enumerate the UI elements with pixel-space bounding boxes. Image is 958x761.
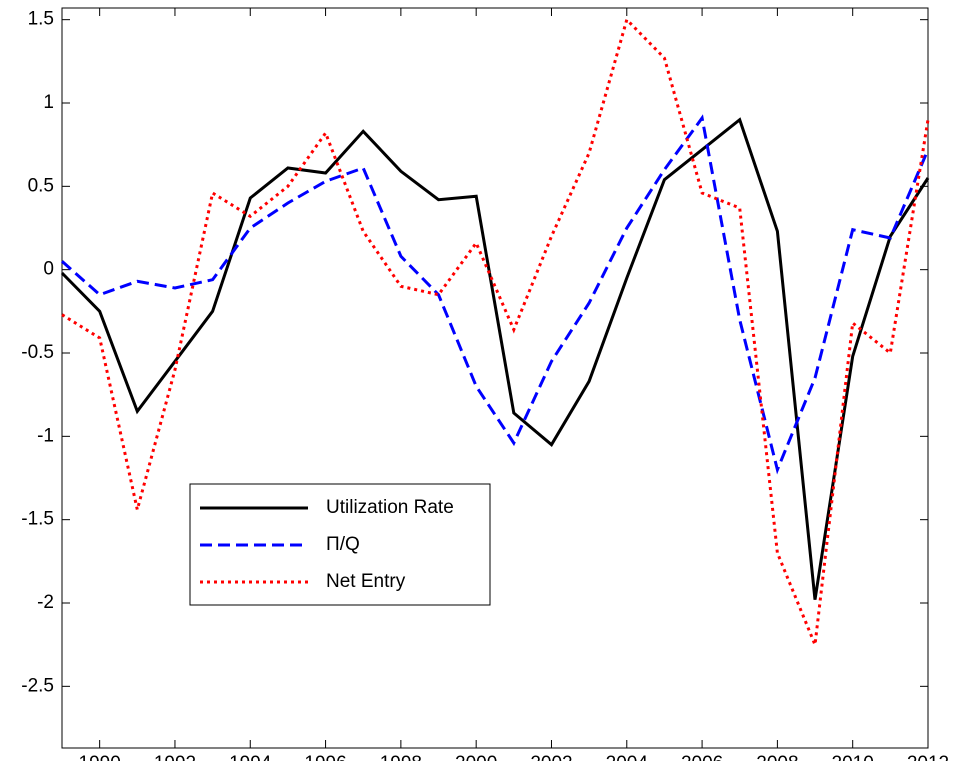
x-tick-label: 2008	[756, 753, 798, 761]
y-tick-label: 1.5	[28, 9, 54, 30]
y-tick-label: 0.5	[28, 175, 54, 196]
x-tick-label: 2002	[530, 753, 572, 761]
series-line	[61, 114, 930, 475]
y-tick-label: 0	[43, 259, 54, 280]
y-tick-label: -1	[37, 425, 54, 446]
legend-label: Π/Q	[326, 534, 360, 555]
x-tick-label: 1996	[304, 753, 346, 761]
x-tick-label: 1990	[79, 753, 121, 761]
x-tick-label: 2010	[832, 753, 874, 761]
plot-frame	[61, 7, 929, 749]
y-tick-label: -2.5	[21, 675, 54, 696]
x-tick-label: 1994	[229, 753, 272, 761]
y-tick-label: -2	[37, 592, 54, 613]
legend: Utilization Rate Π/Q Net Entry	[189, 483, 491, 606]
x-tick-label: 1992	[154, 753, 196, 761]
y-tick-label: 1	[43, 92, 54, 113]
legend-label: Net Entry	[326, 571, 406, 592]
y-tick-label: -0.5	[21, 342, 54, 363]
series-line	[60, 117, 930, 600]
x-tick-label: 2004	[606, 753, 649, 761]
y-tick-label: -1.5	[21, 509, 54, 530]
x-tick-label: 1998	[380, 753, 422, 761]
x-tick-label: 2012	[907, 753, 949, 761]
x-tick-label: 2000	[455, 753, 497, 761]
legend-label: Utilization Rate	[326, 497, 454, 518]
x-tick-label: 2006	[681, 753, 723, 761]
